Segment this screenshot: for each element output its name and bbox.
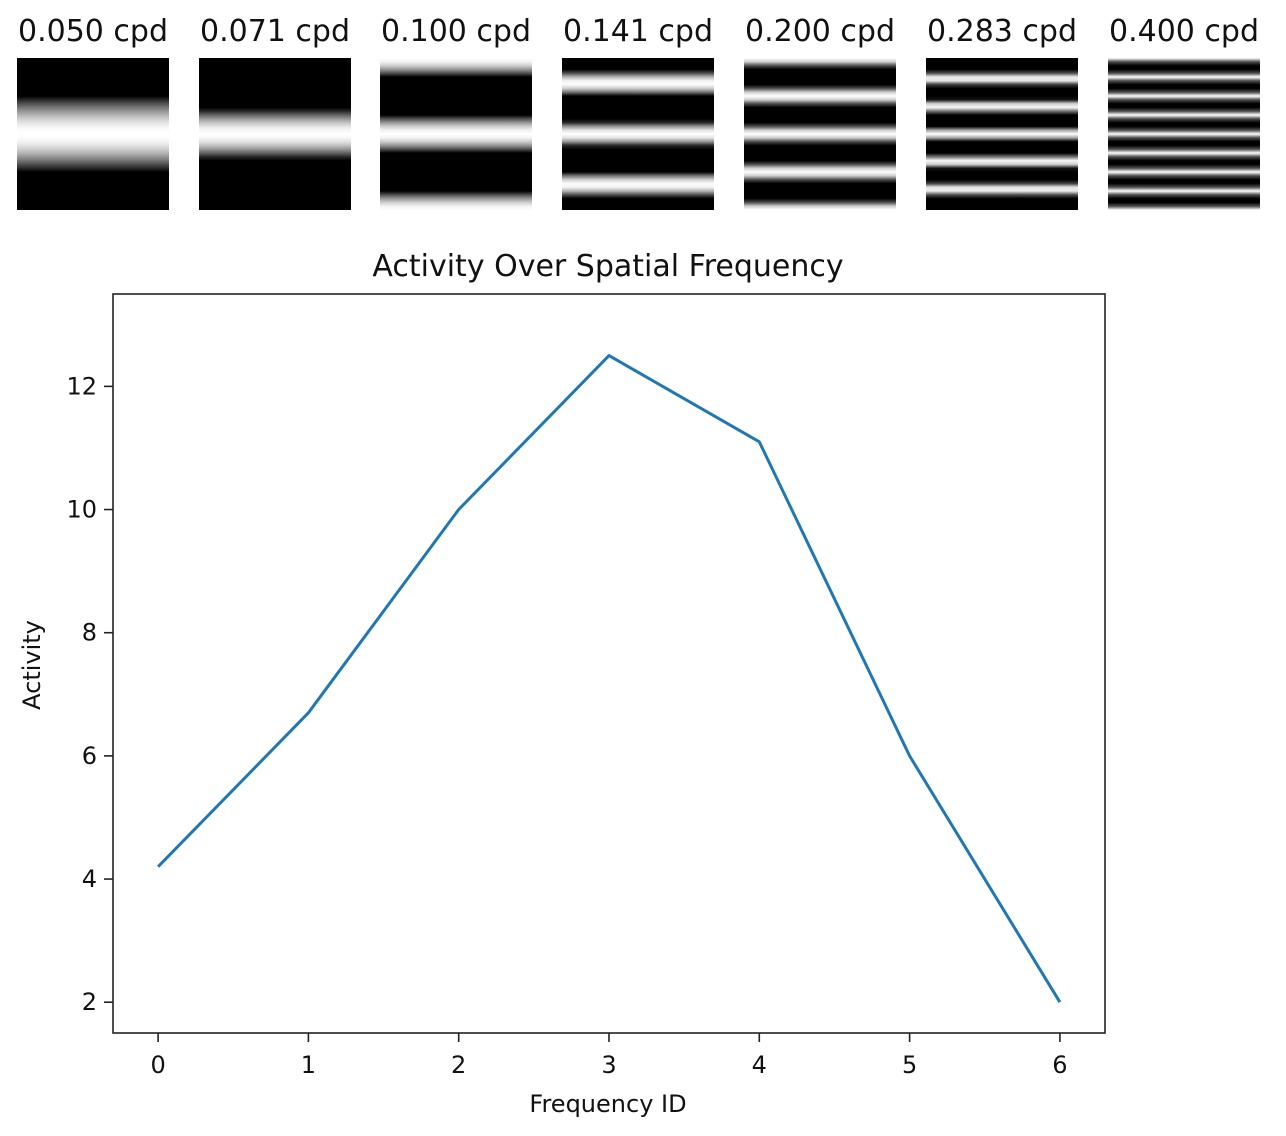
y-tick-label: 12 [66, 372, 97, 400]
grating-frequency-label: 0.400 cpd [1109, 14, 1259, 49]
grating-image [926, 58, 1078, 210]
grating-stimulus: 0.400 cpd [1099, 10, 1269, 210]
grating-stimuli-row: 0.050 cpd 0.071 cpd 0.100 cpd 0.141 cpd 0.20… [0, 0, 1286, 220]
grating-stimulus: 0.141 cpd [553, 10, 723, 210]
x-tick-label: 4 [752, 1051, 767, 1079]
y-axis-label: Activity [18, 620, 46, 710]
y-tick-label: 2 [82, 988, 97, 1016]
y-tick-label: 4 [82, 865, 97, 893]
chart-title: Activity Over Spatial Frequency [372, 249, 843, 284]
x-tick-label: 2 [451, 1051, 466, 1079]
grating-frequency-label: 0.200 cpd [745, 14, 895, 49]
y-tick-label: 8 [82, 619, 97, 647]
grating-image [199, 58, 351, 210]
grating-frequency-label: 0.050 cpd [18, 14, 168, 49]
grating-stimulus: 0.283 cpd [917, 10, 1087, 210]
x-axis-ticks: 0 1 2 3 4 5 6 [150, 1033, 1068, 1079]
y-tick-label: 6 [82, 742, 97, 770]
grating-frequency-label: 0.071 cpd [200, 14, 350, 49]
grating-image [380, 58, 532, 210]
grating-stimulus: 0.050 cpd [8, 10, 178, 210]
grating-frequency-label: 0.100 cpd [381, 14, 531, 49]
x-tick-label: 3 [601, 1051, 616, 1079]
y-tick-label: 10 [66, 496, 97, 524]
grating-stimulus: 0.071 cpd [190, 10, 360, 210]
plot-frame [112, 293, 1106, 1034]
x-tick-label: 1 [301, 1051, 316, 1079]
activity-series-line [157, 354, 1062, 1003]
y-axis-ticks: 2 4 6 8 10 12 [66, 372, 113, 1016]
grating-image [17, 58, 169, 210]
x-axis-label: Frequency ID [529, 1090, 686, 1118]
grating-frequency-label: 0.283 cpd [927, 14, 1077, 49]
x-tick-label: 6 [1052, 1051, 1067, 1079]
x-tick-label: 0 [150, 1051, 165, 1079]
grating-image [744, 58, 896, 210]
grating-frequency-label: 0.141 cpd [563, 14, 713, 49]
grating-stimulus: 0.100 cpd [371, 10, 541, 210]
grating-image [1108, 58, 1260, 210]
x-tick-label: 5 [902, 1051, 917, 1079]
grating-stimulus: 0.200 cpd [735, 10, 905, 210]
grating-image [562, 58, 714, 210]
series-layer [157, 354, 1062, 1003]
